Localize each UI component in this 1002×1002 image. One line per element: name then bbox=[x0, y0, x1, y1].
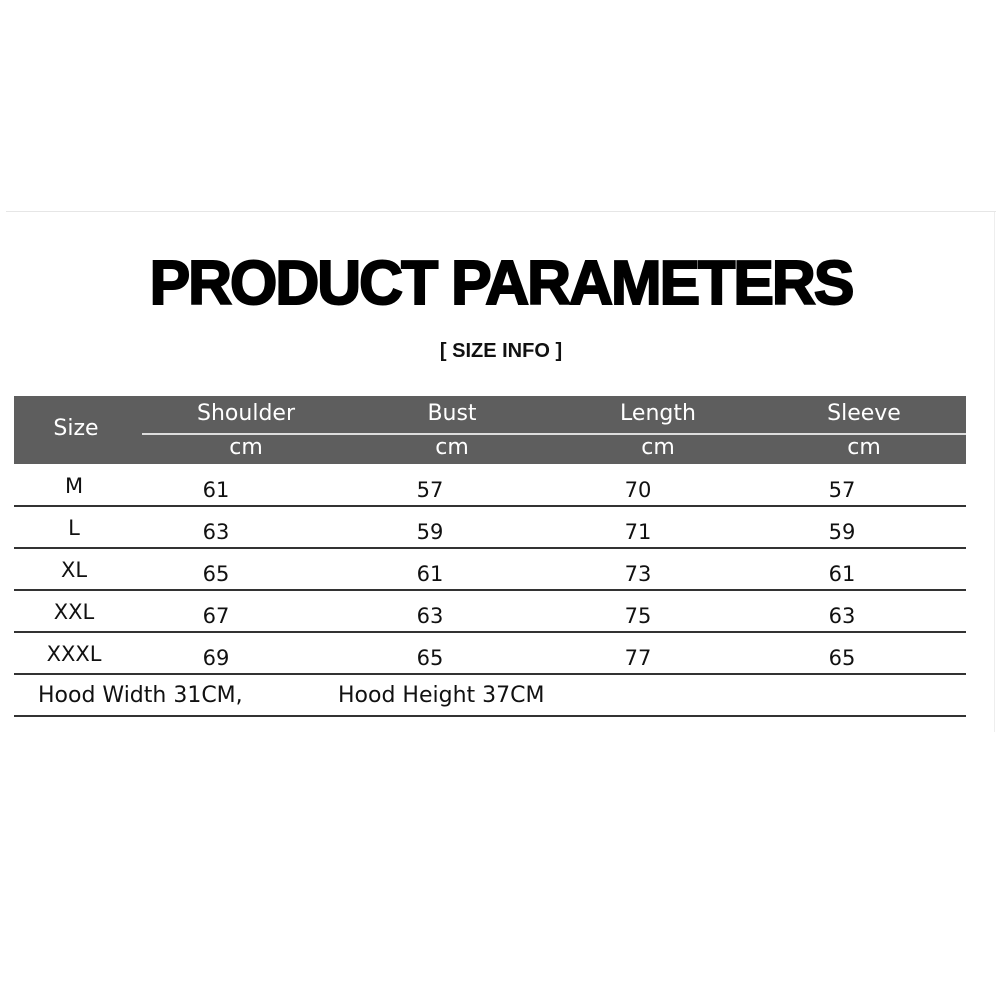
value-cell: 69 bbox=[202, 646, 230, 670]
table-row: XXXL 69 65 77 65 bbox=[14, 632, 966, 675]
value-cell: 59 bbox=[828, 520, 856, 544]
subtitle: [ SIZE INFO ] bbox=[439, 340, 563, 362]
size-cell: XXXL bbox=[46, 642, 102, 666]
table-row: XXL 67 63 75 63 bbox=[14, 590, 966, 633]
value-cell: 61 bbox=[416, 562, 444, 586]
value-cell: 77 bbox=[624, 646, 652, 670]
value-cell: 75 bbox=[624, 604, 652, 628]
value-cell: 57 bbox=[416, 478, 444, 502]
value-cell: 59 bbox=[416, 520, 444, 544]
header-divider bbox=[142, 433, 966, 435]
size-header: Size bbox=[53, 416, 99, 441]
table-row: L 63 59 71 59 bbox=[14, 506, 966, 549]
hood-height: Hood Height 37CM bbox=[338, 683, 545, 708]
unit-sleeve: cm bbox=[847, 435, 881, 460]
col-shoulder: Shoulder bbox=[197, 401, 295, 426]
hood-width: Hood Width 31CM, bbox=[38, 683, 243, 708]
value-cell: 67 bbox=[202, 604, 230, 628]
size-cell: XXL bbox=[53, 600, 95, 624]
size-cell: L bbox=[68, 516, 80, 540]
table-row: XL 65 61 73 61 bbox=[14, 548, 966, 591]
table-header: Size Shoulder cm Bust cm Length cm Sleev… bbox=[14, 396, 966, 464]
value-cell: 73 bbox=[624, 562, 652, 586]
col-sleeve: Sleeve bbox=[827, 401, 901, 426]
table-row: M 61 57 70 57 bbox=[14, 464, 966, 507]
value-cell: 65 bbox=[828, 646, 856, 670]
value-cell: 70 bbox=[624, 478, 652, 502]
value-cell: 63 bbox=[202, 520, 230, 544]
unit-length: cm bbox=[641, 435, 675, 460]
value-cell: 65 bbox=[202, 562, 230, 586]
top-divider bbox=[6, 211, 996, 212]
value-cell: 57 bbox=[828, 478, 856, 502]
size-cell: XL bbox=[60, 558, 88, 582]
value-cell: 63 bbox=[828, 604, 856, 628]
value-cell: 61 bbox=[828, 562, 856, 586]
value-cell: 61 bbox=[202, 478, 230, 502]
unit-shoulder: cm bbox=[229, 435, 263, 460]
value-cell: 63 bbox=[416, 604, 444, 628]
page-title: PRODUCT PARAMETERS bbox=[149, 248, 856, 319]
col-length: Length bbox=[620, 401, 696, 426]
value-cell: 65 bbox=[416, 646, 444, 670]
col-bust: Bust bbox=[427, 401, 477, 426]
unit-bust: cm bbox=[435, 435, 469, 460]
right-divider bbox=[994, 212, 995, 732]
notes-row bbox=[14, 674, 966, 717]
size-cell: M bbox=[64, 474, 84, 498]
value-cell: 71 bbox=[624, 520, 652, 544]
